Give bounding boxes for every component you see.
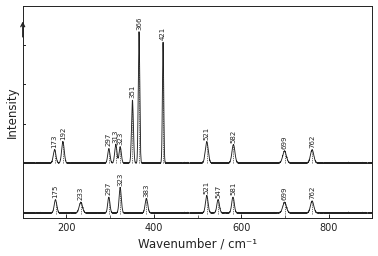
Text: 351: 351 — [129, 85, 135, 98]
X-axis label: Wavenumber / cm⁻¹: Wavenumber / cm⁻¹ — [138, 238, 257, 250]
Text: 547: 547 — [215, 185, 221, 198]
Text: 313: 313 — [113, 129, 119, 143]
Text: 297: 297 — [106, 133, 112, 146]
Text: 192: 192 — [60, 126, 66, 140]
Text: 297: 297 — [106, 182, 112, 195]
Text: 582: 582 — [231, 129, 236, 143]
Text: 383: 383 — [143, 183, 149, 197]
Text: 521: 521 — [204, 181, 210, 194]
Text: 173: 173 — [52, 134, 57, 148]
Text: 521: 521 — [204, 127, 210, 140]
Text: 762: 762 — [309, 186, 315, 199]
Text: 421: 421 — [160, 27, 166, 40]
Text: 581: 581 — [230, 182, 236, 195]
Text: 762: 762 — [309, 135, 315, 148]
Text: 233: 233 — [78, 187, 84, 200]
Text: 175: 175 — [53, 185, 59, 198]
Text: 323: 323 — [117, 132, 123, 145]
Text: 366: 366 — [136, 16, 142, 30]
Y-axis label: Intensity: Intensity — [6, 86, 19, 138]
Text: 699: 699 — [282, 136, 288, 149]
Text: 699: 699 — [282, 187, 288, 200]
Text: 323: 323 — [117, 173, 123, 186]
